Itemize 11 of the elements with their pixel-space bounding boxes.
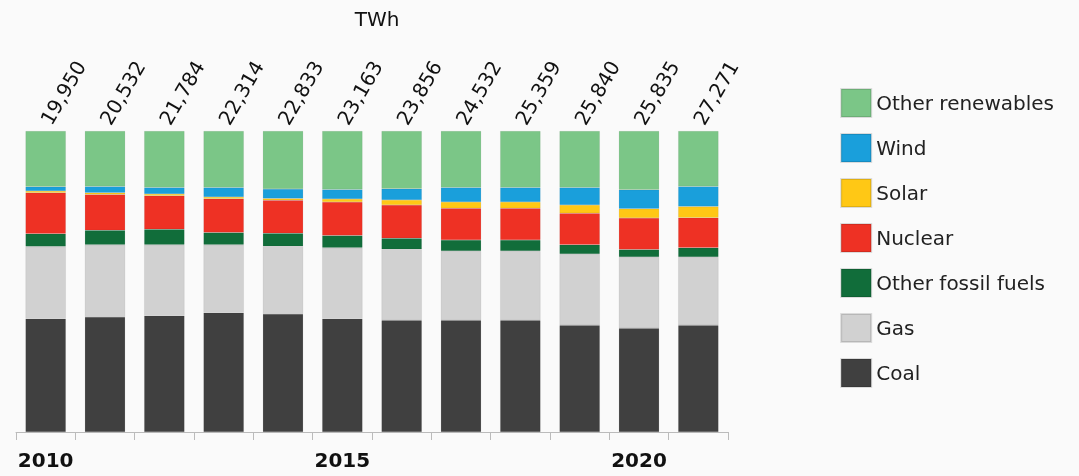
legend-label: Solar <box>876 181 928 205</box>
x-tick-label: 2010 <box>17 448 74 472</box>
x-tick-label: 2020 <box>611 448 667 472</box>
chart-title: TWh <box>353 7 400 31</box>
x-tick-label: 2015 <box>314 448 371 472</box>
legend-label: Other renewables <box>876 91 1055 115</box>
legend-label: Nuclear <box>876 226 954 250</box>
legend-label: Coal <box>876 361 921 385</box>
legend-label: Other fossil fuels <box>876 271 1045 295</box>
legend-label: Gas <box>876 316 915 340</box>
legend-label: Wind <box>876 136 927 160</box>
